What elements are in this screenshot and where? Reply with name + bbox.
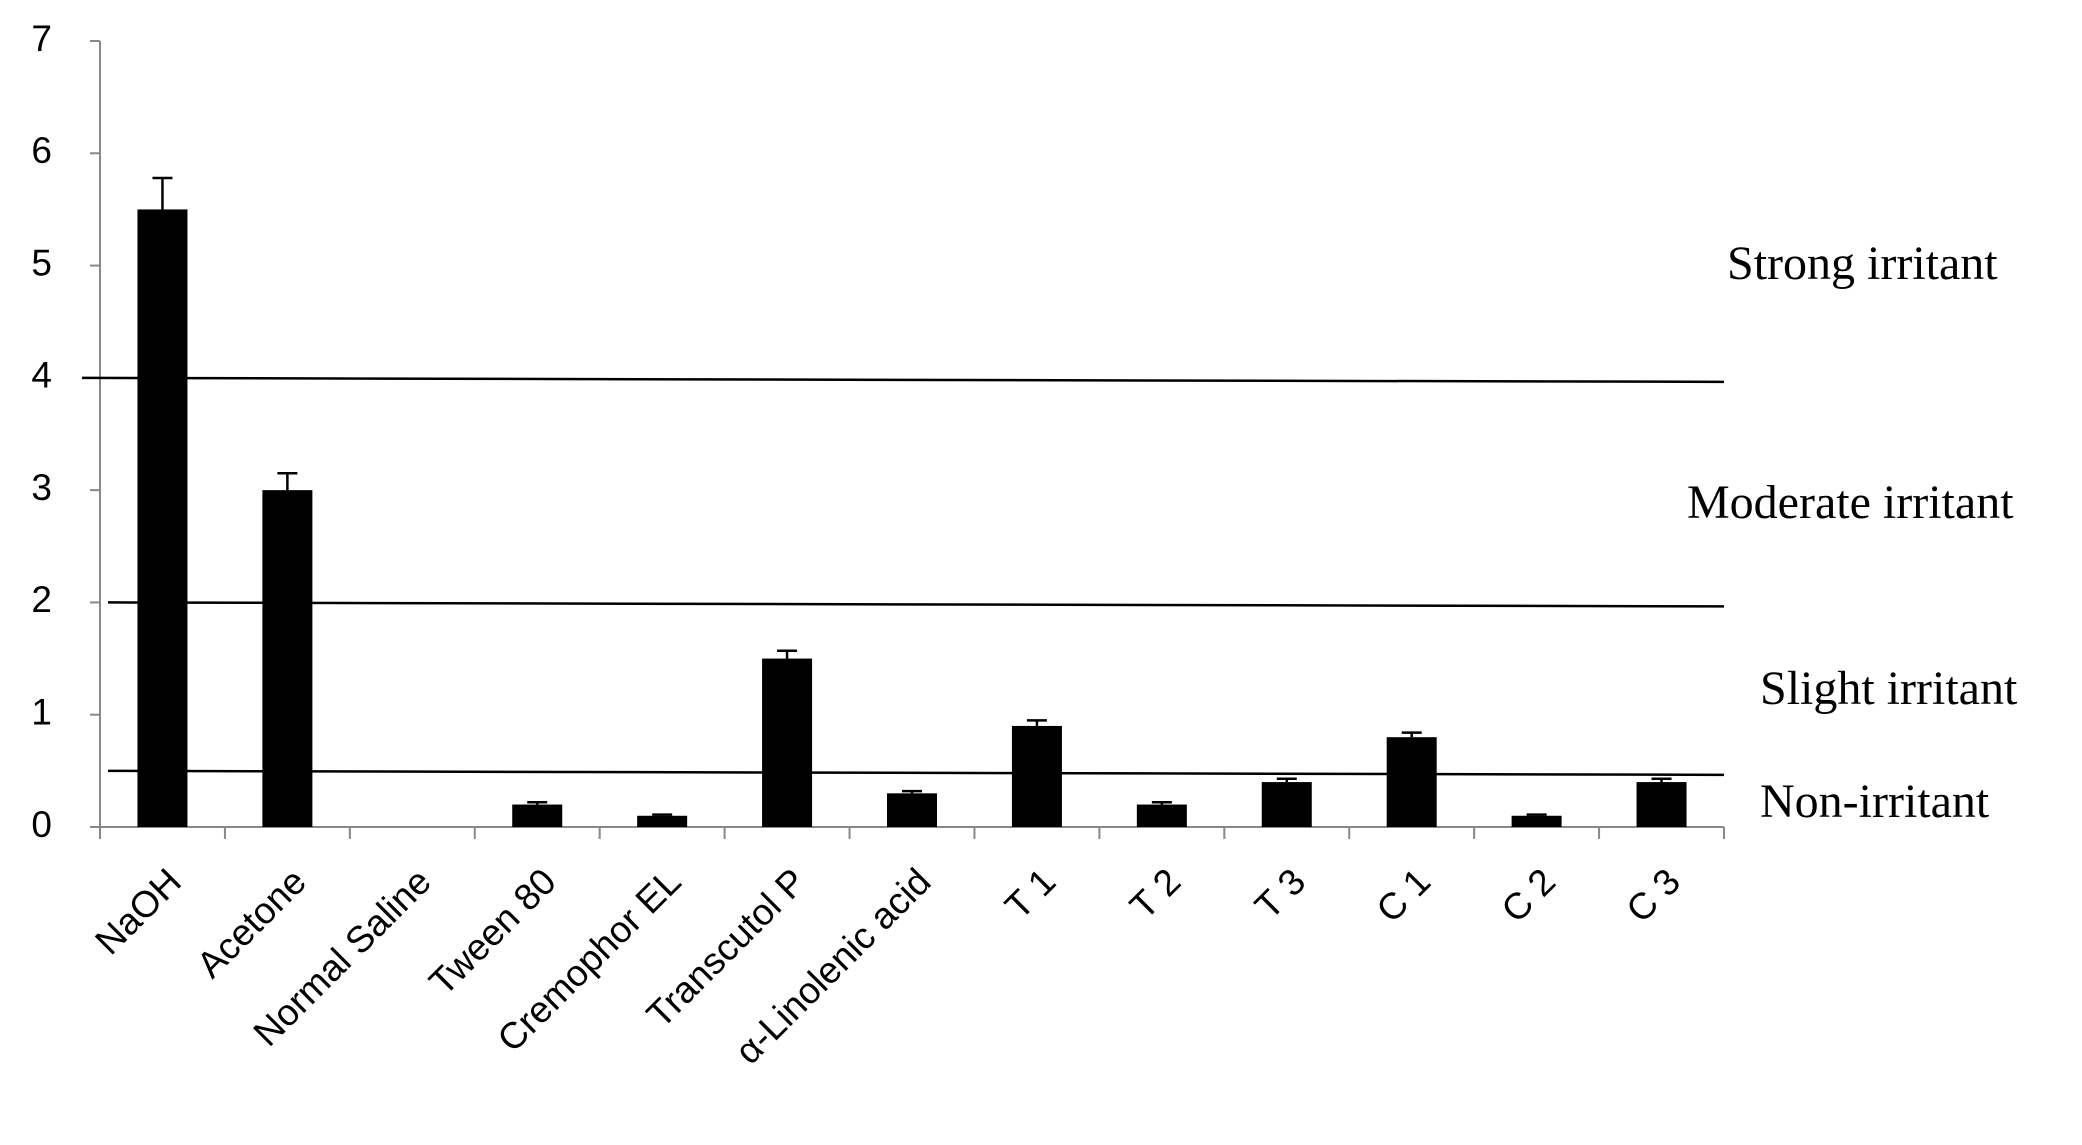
threshold-line [107, 601, 1725, 608]
bar [887, 793, 937, 827]
error-bar [652, 813, 673, 816]
error-bar [1526, 813, 1547, 816]
bar [1511, 815, 1562, 827]
error-bar [1401, 731, 1422, 738]
error-bar [1276, 777, 1297, 783]
x-tick-label: C 3 [1618, 861, 1688, 931]
zone-label: Strong irritant [1727, 237, 1998, 290]
error-bar [777, 649, 798, 659]
bar [637, 815, 688, 827]
error-bar [277, 472, 298, 491]
bar [1011, 725, 1062, 827]
y-tick-label: 5 [31, 242, 52, 283]
zone-label: Slight irritant [1760, 662, 2018, 715]
error-bar [1651, 777, 1672, 783]
x-tick-label: T 3 [1247, 861, 1313, 927]
error-bar [902, 789, 922, 794]
x-tick-label: Acetone [189, 861, 314, 986]
y-tick-label: 0 [31, 804, 52, 845]
bar [762, 658, 813, 827]
zone-label: Moderate irritant [1687, 476, 2014, 529]
x-tick-label: NaOH [87, 861, 189, 963]
x-tick-label: T 2 [1122, 861, 1188, 927]
x-tick-label: C 1 [1369, 861, 1439, 931]
threshold-line [81, 376, 1725, 384]
error-bar [527, 801, 548, 805]
y-tick-label: 4 [31, 355, 52, 396]
y-tick-label: 7 [31, 18, 52, 59]
error-bar [1151, 801, 1172, 805]
bar [512, 804, 563, 827]
bar [1386, 737, 1437, 827]
bar [1261, 782, 1312, 827]
bar [137, 209, 188, 827]
bar [1136, 804, 1187, 827]
bar [1636, 782, 1687, 827]
y-tick-label: 3 [31, 467, 52, 508]
threshold-line [107, 769, 1725, 777]
y-tick-label: 1 [31, 691, 52, 732]
error-bar [152, 176, 173, 210]
bar [262, 490, 313, 827]
y-tick-label: 6 [31, 130, 52, 171]
y-tick-label: 2 [31, 579, 52, 620]
x-tick-label: T 1 [997, 861, 1063, 927]
x-tick-label: C 2 [1493, 861, 1563, 931]
zone-label: Non-irritant [1760, 775, 1990, 828]
error-bar [1026, 719, 1047, 726]
